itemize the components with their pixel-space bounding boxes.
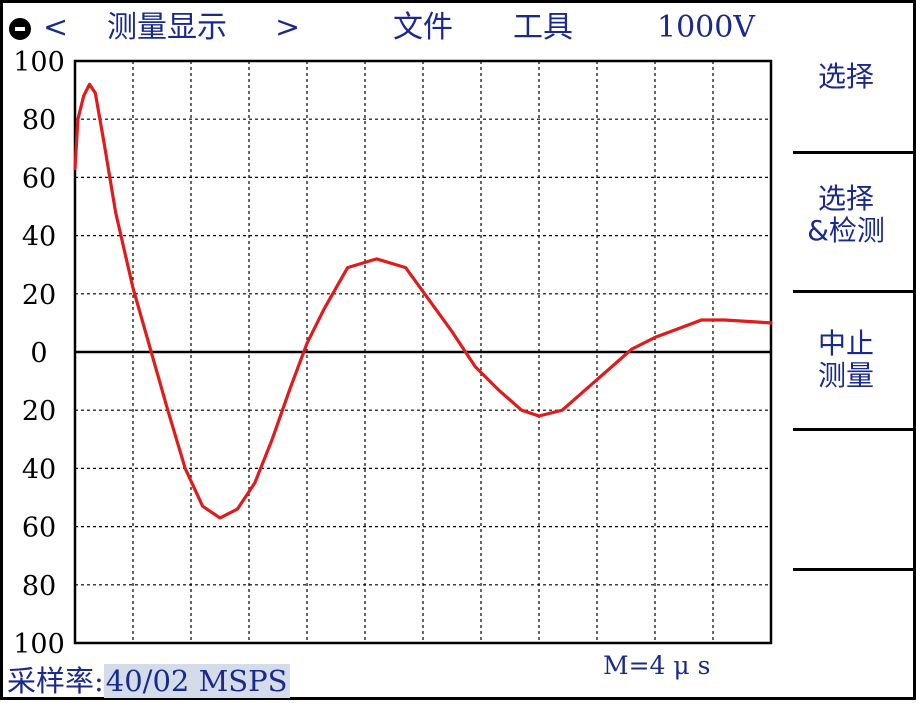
y-tick-label: 60 xyxy=(22,163,56,194)
softkey-5[interactable] xyxy=(773,583,916,693)
softkey-divider xyxy=(793,428,916,431)
menu-tools[interactable]: 工具 xyxy=(513,9,573,47)
softkey-abort-measurement[interactable]: 中止 测量 xyxy=(773,328,916,392)
softkey-select-label: 选择 xyxy=(773,61,916,93)
softkey-divider xyxy=(793,290,916,293)
y-tick-label: 40 xyxy=(22,454,56,485)
softkey-4[interactable] xyxy=(773,443,916,563)
y-tick-label: 40 xyxy=(22,222,56,253)
page-title: 测量显示 xyxy=(107,9,227,47)
chart-grid xyxy=(75,61,771,643)
y-tick-label: 80 xyxy=(22,571,56,602)
y-tick-label: 80 xyxy=(22,105,56,136)
power-icon[interactable] xyxy=(9,18,31,40)
softkey-panel: 选择 选择 &检测 中止 测量 xyxy=(773,3,916,703)
sample-rate-value: 40/02 MSPS xyxy=(104,664,290,698)
y-tick-label: 60 xyxy=(22,513,56,544)
menu-file[interactable]: 文件 xyxy=(393,9,453,47)
softkey-abort-measurement-line-1: 中止 xyxy=(773,328,916,360)
softkey-abort-measurement-line-2: 测量 xyxy=(773,360,916,392)
softkey-select-and-detect-line-1: 选择 xyxy=(773,183,916,215)
softkey-select-and-detect[interactable]: 选择 &检测 xyxy=(773,183,916,247)
y-tick-label: 0 xyxy=(30,338,47,369)
y-tick-label: 20 xyxy=(22,280,56,311)
next-page-button[interactable]: > xyxy=(275,9,300,47)
softkey-select[interactable]: 选择 xyxy=(773,61,916,93)
top-menu-bar: < 测量显示 > 文件 工具 1000V xyxy=(3,3,783,53)
y-tick-label: 20 xyxy=(22,396,56,427)
y-tick-label: 100 xyxy=(13,629,65,660)
time-per-division: M=4 μ s xyxy=(603,651,710,681)
softkey-select-and-detect-line-2: &检测 xyxy=(773,215,916,247)
sample-rate-label: 采样率: xyxy=(7,664,104,698)
sample-rate-readout: 采样率:40/02 MSPS xyxy=(7,663,290,699)
softkey-divider xyxy=(793,151,916,154)
prev-page-button[interactable]: < xyxy=(43,9,68,47)
softkey-divider xyxy=(793,568,916,571)
voltage-setting[interactable]: 1000V xyxy=(657,9,755,47)
